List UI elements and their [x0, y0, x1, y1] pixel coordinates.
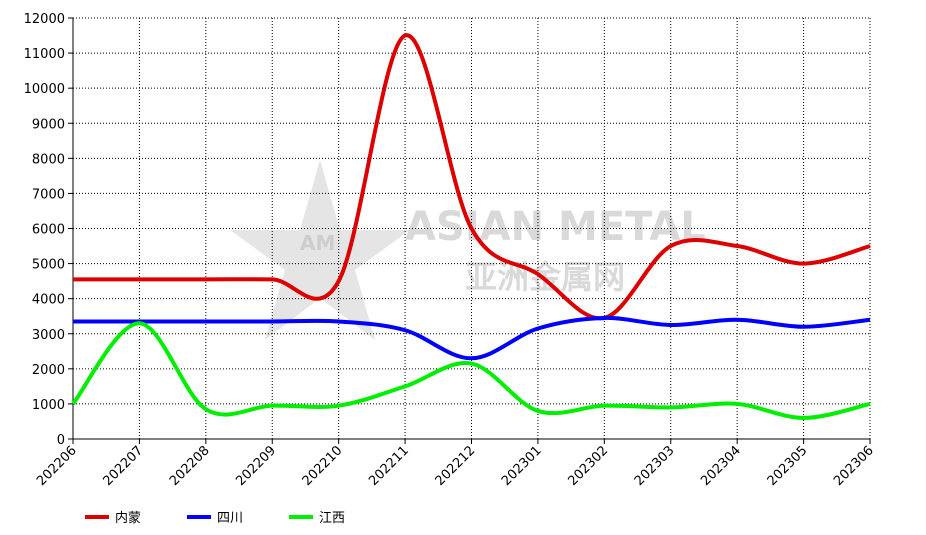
- x-tick-label: 202304: [698, 443, 744, 489]
- series-line: [72, 315, 871, 361]
- x-tick-label: 202305: [765, 443, 811, 489]
- x-tick-label: 202301: [499, 443, 545, 489]
- y-tick-label: 3000: [32, 328, 65, 343]
- y-tick-label: 4000: [32, 293, 65, 308]
- x-tick-label: 202212: [433, 443, 479, 489]
- y-tick-label: 9000: [32, 117, 65, 132]
- x-tick-label: 202206: [34, 443, 80, 489]
- watermark-logo: AM: [300, 231, 335, 255]
- legend-label: 内蒙: [115, 510, 141, 526]
- x-tick-label: 202207: [101, 443, 147, 489]
- y-tick-label: 11000: [24, 47, 65, 62]
- legend-label: 江西: [319, 511, 345, 526]
- y-tick-label: 0: [57, 433, 65, 448]
- x-tick-label: 202210: [300, 443, 346, 489]
- y-tick-label: 7000: [32, 187, 65, 202]
- x-tick-label: 202208: [167, 443, 213, 489]
- watermark-title: ASIAN METAL: [405, 204, 706, 250]
- y-tick-label: 12000: [24, 12, 65, 27]
- y-tick-label: 5000: [32, 258, 65, 273]
- y-tick-label: 6000: [32, 223, 65, 238]
- watermark: AM ASIAN METAL 亚洲金属网: [230, 160, 706, 340]
- y-tick-label: 1000: [32, 398, 65, 413]
- legend-label: 四川: [217, 511, 243, 526]
- watermark-star: [230, 160, 410, 340]
- y-tick-label: 10000: [24, 82, 65, 97]
- x-tick-label: 202303: [632, 443, 678, 489]
- x-tick-label: 202211: [366, 443, 412, 489]
- series-line: [71, 321, 871, 420]
- x-tick-label: 202306: [831, 443, 877, 489]
- series-line: [73, 33, 871, 321]
- y-tick-label: 2000: [32, 363, 65, 378]
- y-tick-label: 8000: [32, 152, 65, 167]
- x-tick-label: 202302: [565, 443, 611, 489]
- x-tick-label: 202209: [233, 443, 279, 489]
